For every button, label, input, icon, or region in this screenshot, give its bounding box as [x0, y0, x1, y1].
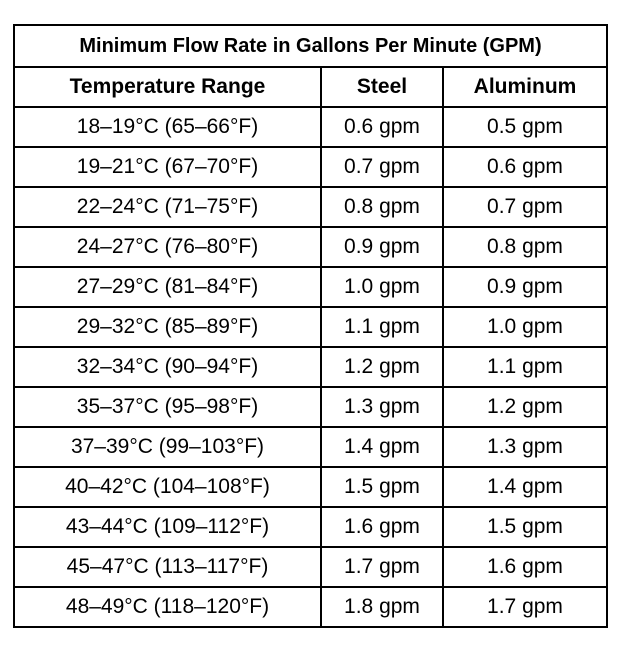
aluminum-flow-cell: 1.5 gpm — [442, 506, 608, 548]
header-aluminum: Aluminum — [442, 66, 608, 108]
steel-flow-cell: 1.6 gpm — [320, 506, 444, 548]
table-row: 32–34°C (90–94°F) 1.2 gpm 1.1 gpm — [13, 346, 608, 388]
aluminum-flow-cell: 1.4 gpm — [442, 466, 608, 508]
steel-flow-cell: 1.2 gpm — [320, 346, 444, 388]
steel-flow-cell: 0.7 gpm — [320, 146, 444, 188]
table-row: 35–37°C (95–98°F) 1.3 gpm 1.2 gpm — [13, 386, 608, 428]
table-row: 40–42°C (104–108°F) 1.5 gpm 1.4 gpm — [13, 466, 608, 508]
header-row: Temperature Range Steel Aluminum — [13, 66, 608, 108]
steel-flow-cell: 1.8 gpm — [320, 586, 444, 628]
steel-flow-cell: 1.0 gpm — [320, 266, 444, 308]
table-row: 48–49°C (118–120°F) 1.8 gpm 1.7 gpm — [13, 586, 608, 628]
aluminum-flow-cell: 1.2 gpm — [442, 386, 608, 428]
aluminum-flow-cell: 0.7 gpm — [442, 186, 608, 228]
steel-flow-cell: 1.1 gpm — [320, 306, 444, 348]
steel-flow-cell: 0.9 gpm — [320, 226, 444, 268]
temperature-range-cell: 29–32°C (85–89°F) — [13, 306, 322, 348]
temperature-range-cell: 19–21°C (67–70°F) — [13, 146, 322, 188]
header-temperature-range: Temperature Range — [13, 66, 322, 108]
temperature-range-cell: 18–19°C (65–66°F) — [13, 106, 322, 148]
table-row: 27–29°C (81–84°F) 1.0 gpm 0.9 gpm — [13, 266, 608, 308]
table-row: 18–19°C (65–66°F) 0.6 gpm 0.5 gpm — [13, 106, 608, 148]
temperature-range-cell: 32–34°C (90–94°F) — [13, 346, 322, 388]
temperature-range-cell: 48–49°C (118–120°F) — [13, 586, 322, 628]
table-row: 22–24°C (71–75°F) 0.8 gpm 0.7 gpm — [13, 186, 608, 228]
steel-flow-cell: 0.8 gpm — [320, 186, 444, 228]
steel-flow-cell: 1.7 gpm — [320, 546, 444, 588]
temperature-range-cell: 24–27°C (76–80°F) — [13, 226, 322, 268]
temperature-range-cell: 45–47°C (113–117°F) — [13, 546, 322, 588]
aluminum-flow-cell: 1.0 gpm — [442, 306, 608, 348]
aluminum-flow-cell: 1.7 gpm — [442, 586, 608, 628]
table-row: 37–39°C (99–103°F) 1.4 gpm 1.3 gpm — [13, 426, 608, 468]
table-row: 29–32°C (85–89°F) 1.1 gpm 1.0 gpm — [13, 306, 608, 348]
aluminum-flow-cell: 0.6 gpm — [442, 146, 608, 188]
table-title: Minimum Flow Rate in Gallons Per Minute … — [13, 24, 608, 68]
table-row: 24–27°C (76–80°F) 0.9 gpm 0.8 gpm — [13, 226, 608, 268]
steel-flow-cell: 1.5 gpm — [320, 466, 444, 508]
aluminum-flow-cell: 0.9 gpm — [442, 266, 608, 308]
aluminum-flow-cell: 0.5 gpm — [442, 106, 608, 148]
flow-rate-table: Minimum Flow Rate in Gallons Per Minute … — [13, 24, 608, 628]
table-row: 45–47°C (113–117°F) 1.7 gpm 1.6 gpm — [13, 546, 608, 588]
temperature-range-cell: 37–39°C (99–103°F) — [13, 426, 322, 468]
steel-flow-cell: 1.4 gpm — [320, 426, 444, 468]
temperature-range-cell: 43–44°C (109–112°F) — [13, 506, 322, 548]
steel-flow-cell: 0.6 gpm — [320, 106, 444, 148]
title-row: Minimum Flow Rate in Gallons Per Minute … — [13, 24, 608, 68]
aluminum-flow-cell: 0.8 gpm — [442, 226, 608, 268]
header-steel: Steel — [320, 66, 444, 108]
temperature-range-cell: 27–29°C (81–84°F) — [13, 266, 322, 308]
aluminum-flow-cell: 1.6 gpm — [442, 546, 608, 588]
temperature-range-cell: 40–42°C (104–108°F) — [13, 466, 322, 508]
table-row: 43–44°C (109–112°F) 1.6 gpm 1.5 gpm — [13, 506, 608, 548]
aluminum-flow-cell: 1.3 gpm — [442, 426, 608, 468]
table-row: 19–21°C (67–70°F) 0.7 gpm 0.6 gpm — [13, 146, 608, 188]
aluminum-flow-cell: 1.1 gpm — [442, 346, 608, 388]
temperature-range-cell: 35–37°C (95–98°F) — [13, 386, 322, 428]
temperature-range-cell: 22–24°C (71–75°F) — [13, 186, 322, 228]
steel-flow-cell: 1.3 gpm — [320, 386, 444, 428]
